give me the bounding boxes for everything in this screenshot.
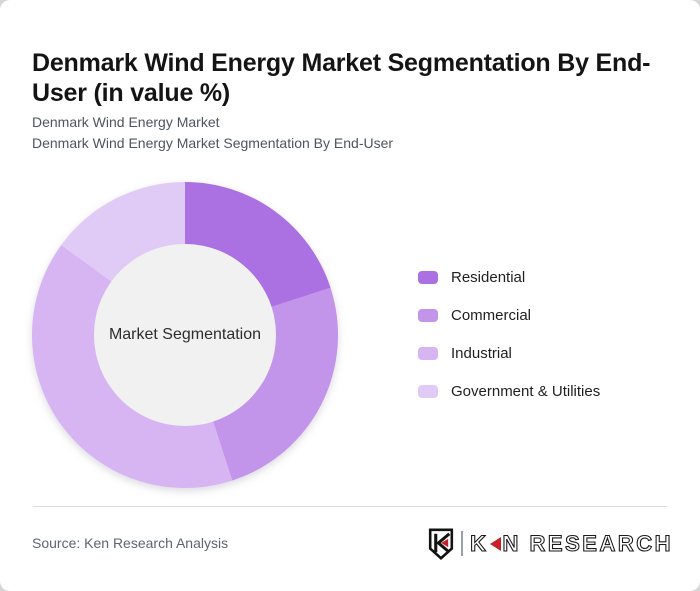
legend-item-government-utilities: Government & Utilities: [418, 381, 600, 401]
footer-divider: [33, 506, 667, 507]
legend-item-commercial: Commercial: [418, 305, 600, 325]
wordmark-red-triangle-icon: [489, 536, 501, 551]
subtitle-line-2: Denmark Wind Energy Market Segmentation …: [32, 135, 394, 151]
legend-item-residential: Residential: [418, 267, 600, 287]
logo-separator: [461, 531, 464, 556]
donut-chart: Market Segmentation: [32, 182, 338, 488]
legend-label: Government & Utilities: [451, 382, 601, 400]
shield-red-triangle-icon: [441, 538, 449, 547]
ken-research-logo: K N RESEARCH: [428, 527, 673, 560]
subtitle-line-1: Denmark Wind Energy Market: [32, 114, 220, 130]
shield-icon: [429, 528, 454, 560]
legend-label: Commercial: [451, 306, 532, 324]
chart-legend: Residential Commercial Industrial Governmen…: [418, 267, 600, 401]
legend-label: Industrial: [451, 344, 512, 362]
page-title: Denmark Wind Energy Market Segmentation …: [32, 48, 651, 107]
legend-label: Residential: [451, 268, 526, 286]
legend-swatch: [418, 346, 438, 360]
chart-subtitle: Denmark Wind Energy Market Denmark Wind …: [32, 112, 393, 154]
legend-item-industrial: Industrial: [418, 343, 600, 363]
legend-swatch: [418, 270, 438, 284]
legend-swatch: [418, 384, 438, 398]
logo-wordmark: K N RESEARCH: [470, 530, 673, 556]
donut-hole: [94, 244, 276, 426]
donut-svg: [32, 182, 338, 488]
source-text: Source: Ken Research Analysis: [32, 535, 229, 551]
wordmark-k: K: [470, 530, 489, 556]
wordmark-rest: N RESEARCH: [502, 530, 673, 556]
legend-swatch: [418, 308, 438, 322]
